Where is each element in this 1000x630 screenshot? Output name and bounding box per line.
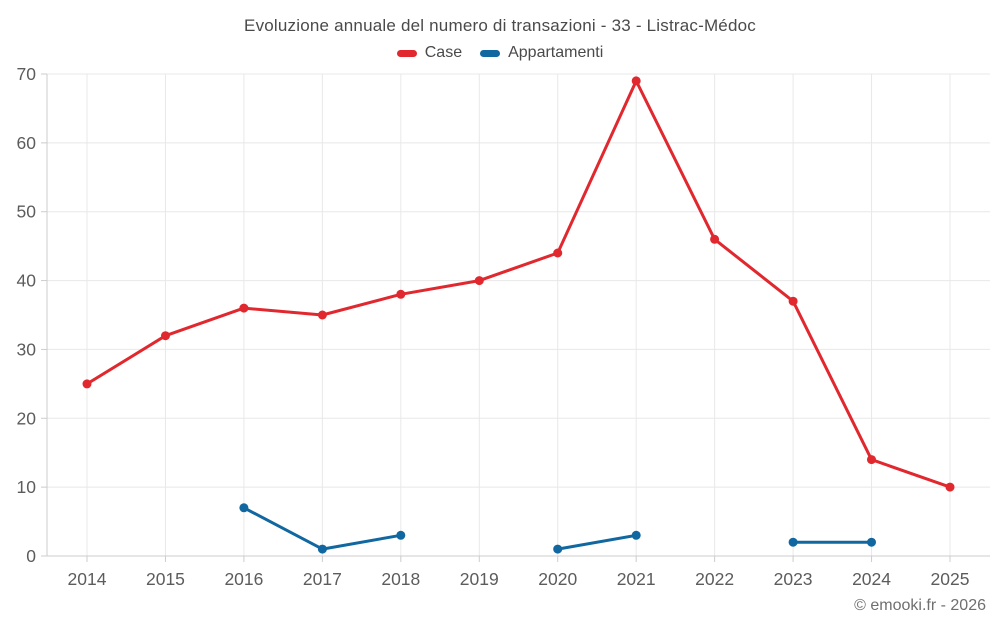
svg-text:2018: 2018 bbox=[381, 569, 420, 589]
svg-text:2014: 2014 bbox=[68, 569, 107, 589]
svg-text:60: 60 bbox=[17, 133, 37, 153]
svg-text:2015: 2015 bbox=[146, 569, 185, 589]
data-point[interactable] bbox=[396, 530, 406, 540]
svg-text:20: 20 bbox=[17, 408, 37, 428]
data-point[interactable] bbox=[631, 76, 641, 86]
svg-text:0: 0 bbox=[26, 546, 36, 566]
data-point[interactable] bbox=[710, 234, 720, 244]
data-point[interactable] bbox=[788, 296, 798, 306]
data-point[interactable] bbox=[239, 303, 249, 313]
gridlines bbox=[47, 73, 990, 556]
x-axis-labels: 2014 2015 2016 2017 2018 2019 2020 2021 2022 2023… bbox=[68, 569, 970, 589]
chart-title: Evoluzione annuale del numero di transaz… bbox=[244, 16, 756, 35]
data-point[interactable] bbox=[631, 530, 641, 540]
svg-text:2024: 2024 bbox=[852, 569, 891, 589]
svg-text:10: 10 bbox=[17, 477, 37, 497]
legend-item-case[interactable]: Case bbox=[396, 44, 463, 62]
svg-text:2016: 2016 bbox=[224, 569, 263, 589]
svg-text:2019: 2019 bbox=[460, 569, 499, 589]
svg-text:2020: 2020 bbox=[538, 569, 577, 589]
data-point[interactable] bbox=[396, 289, 406, 299]
data-point[interactable] bbox=[317, 310, 327, 320]
svg-text:50: 50 bbox=[17, 202, 37, 222]
svg-text:2023: 2023 bbox=[774, 569, 813, 589]
axes bbox=[41, 73, 990, 562]
svg-text:70: 70 bbox=[17, 64, 37, 84]
data-point[interactable] bbox=[239, 503, 249, 513]
legend: Case Appartamenti bbox=[0, 44, 1000, 62]
data-point[interactable] bbox=[788, 537, 798, 547]
svg-text:2022: 2022 bbox=[695, 569, 734, 589]
svg-text:30: 30 bbox=[17, 339, 37, 359]
data-point[interactable] bbox=[867, 537, 876, 547]
data-point[interactable] bbox=[82, 379, 92, 389]
series-case bbox=[82, 76, 955, 492]
data-point[interactable] bbox=[553, 544, 563, 554]
legend-item-appartamenti[interactable]: Appartamenti bbox=[480, 44, 603, 62]
y-axis-labels: 0 10 20 30 40 50 60 70 bbox=[17, 64, 37, 566]
data-point[interactable] bbox=[317, 544, 327, 554]
svg-text:40: 40 bbox=[17, 271, 37, 291]
legend-swatch-appartamenti bbox=[480, 49, 501, 57]
data-point[interactable] bbox=[553, 248, 563, 258]
data-point[interactable] bbox=[867, 455, 876, 465]
data-point[interactable] bbox=[474, 276, 484, 286]
data-point[interactable] bbox=[161, 331, 170, 341]
data-point[interactable] bbox=[945, 482, 955, 492]
svg-text:2021: 2021 bbox=[617, 569, 656, 589]
copyright-text: © emooki.fr - 2026 bbox=[854, 597, 986, 614]
svg-text:2025: 2025 bbox=[931, 569, 970, 589]
legend-label-appartamenti: Appartamenti bbox=[508, 44, 604, 61]
legend-swatch-case bbox=[396, 49, 417, 57]
legend-label-case: Case bbox=[424, 44, 463, 61]
series-appartamenti bbox=[239, 503, 876, 554]
svg-text:2017: 2017 bbox=[303, 569, 342, 589]
